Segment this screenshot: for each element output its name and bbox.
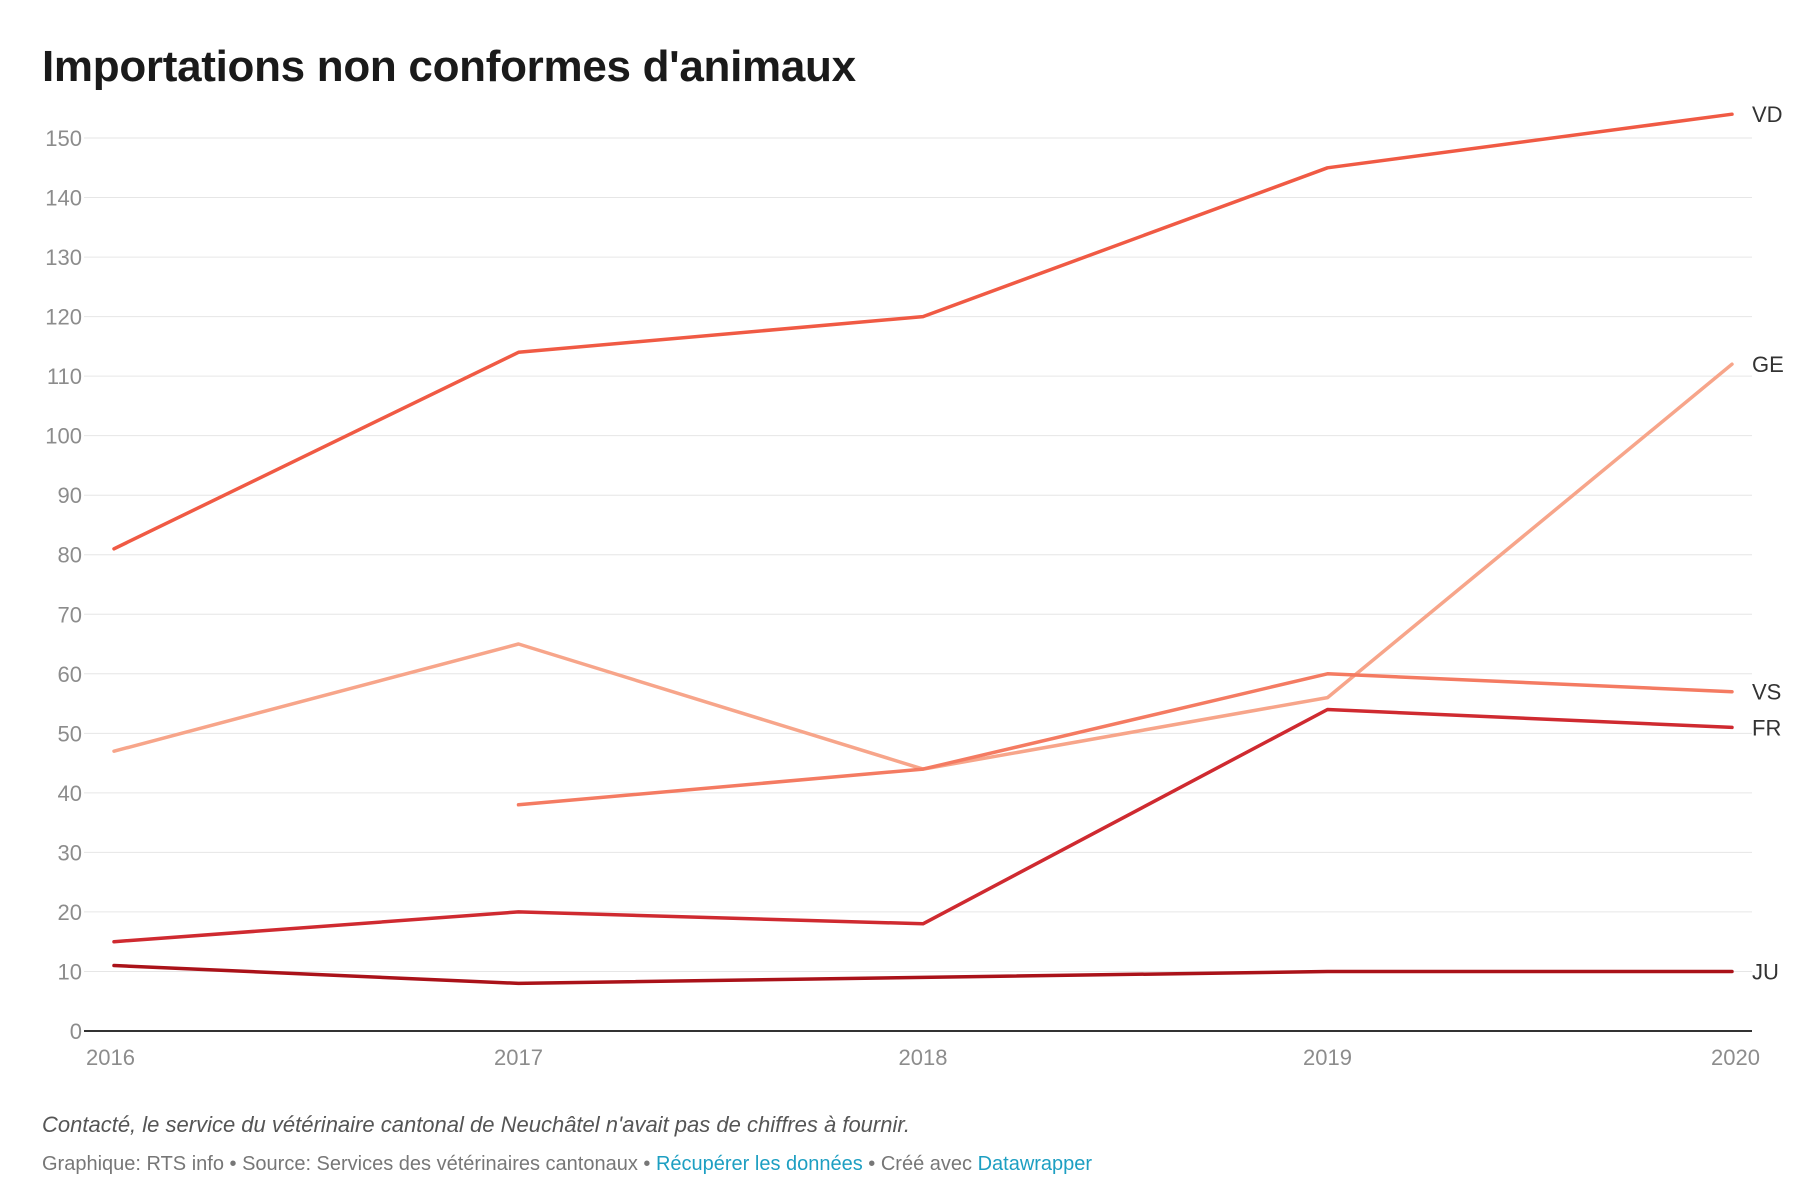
chart-footer: Graphique: RTS info • Source: Services d… <box>42 1153 1092 1176</box>
series-line-ge <box>112 362 1734 771</box>
x-tick-label-2020: 2020 <box>1711 1045 1760 1070</box>
y-tick-label-100: 100 <box>45 424 82 449</box>
y-tick-label-70: 70 <box>58 602 82 627</box>
x-tick-label-2019: 2019 <box>1303 1045 1352 1070</box>
x-tick-label-2016: 2016 <box>86 1045 135 1070</box>
y-tick-label-130: 130 <box>45 245 82 270</box>
series-label-vd: VD <box>1752 102 1783 127</box>
x-tick-label-2017: 2017 <box>494 1045 543 1070</box>
y-tick-label-140: 140 <box>45 186 82 211</box>
y-tick-label-120: 120 <box>45 305 82 330</box>
y-tick-label-90: 90 <box>58 483 82 508</box>
series-label-fr: FR <box>1752 715 1781 740</box>
y-tick-label-110: 110 <box>47 364 82 389</box>
x-tick-label-2018: 2018 <box>899 1045 948 1070</box>
chart-title: Importations non conformes d'animaux <box>42 42 856 91</box>
y-tick-label-80: 80 <box>58 543 82 568</box>
y-tick-label-20: 20 <box>58 900 82 925</box>
y-tick-label-30: 30 <box>58 840 82 865</box>
series-line-ju <box>112 963 1734 986</box>
y-tick-label-60: 60 <box>58 662 82 687</box>
y-tick-label-0: 0 <box>70 1019 82 1044</box>
footer-tool-credit: • Créé avec <box>862 1153 978 1175</box>
chart-note: Contacté, le service du vétérinaire cant… <box>42 1112 910 1137</box>
y-tick-label-50: 50 <box>58 721 82 746</box>
series-label-vs: VS <box>1752 680 1781 705</box>
series-line-vs <box>516 672 1734 807</box>
data-download-link[interactable]: Récupérer les données <box>655 1153 863 1175</box>
y-tick-label-10: 10 <box>58 959 82 984</box>
series-line-vd <box>112 112 1734 551</box>
series-line-fr <box>112 707 1734 944</box>
datawrapper-link[interactable]: Datawrapper <box>977 1153 1093 1175</box>
footer-credit: Graphique: RTS info • Source: Services d… <box>42 1153 656 1175</box>
series-label-ju: JU <box>1752 959 1779 984</box>
series-label-ge: GE <box>1752 352 1784 377</box>
line-chart: 0 10 20 30 40 50 60 70 80 90 100 110 120 130 140 150 201… <box>45 102 1784 1070</box>
y-tick-label-40: 40 <box>58 781 82 806</box>
y-tick-label-150: 150 <box>45 126 82 151</box>
